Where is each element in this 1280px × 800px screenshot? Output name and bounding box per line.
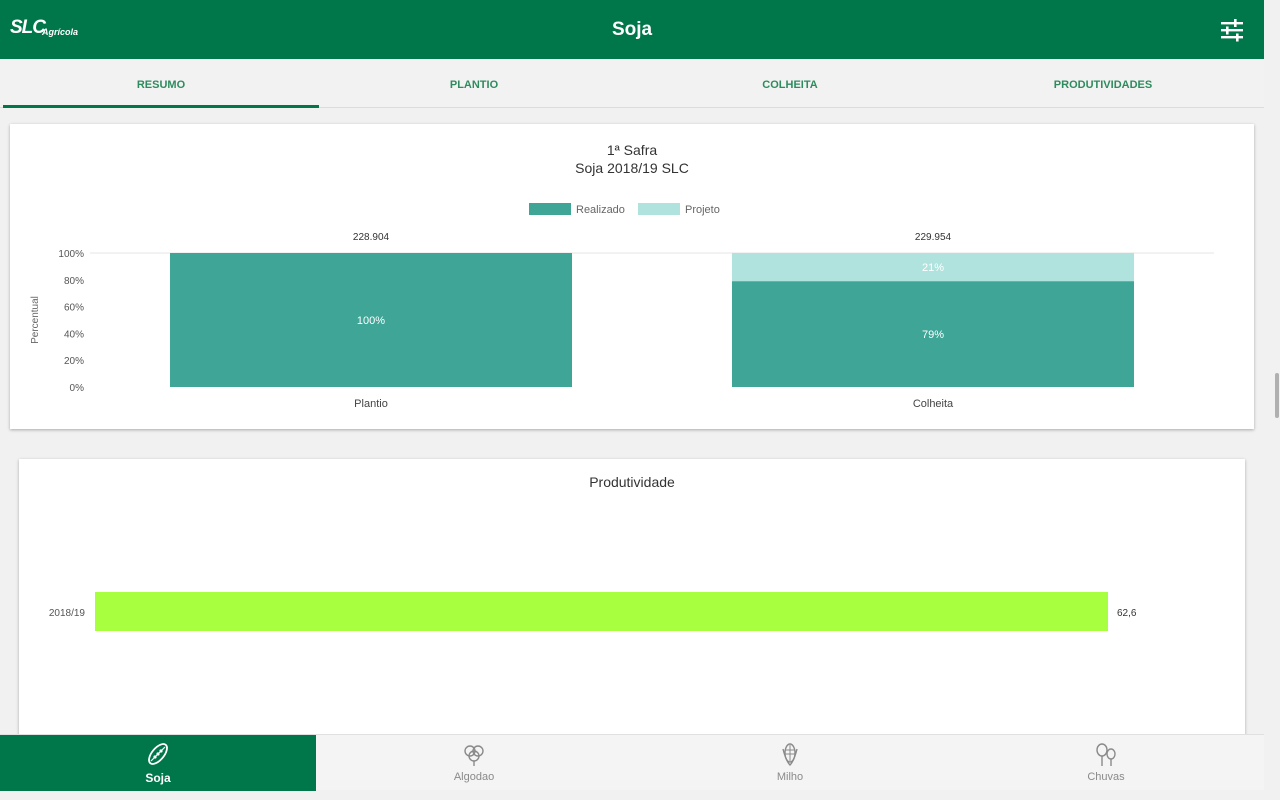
y-tick-label: 60% — [64, 303, 84, 314]
y-tick-label: 100% — [58, 249, 84, 260]
bar-value-label: 62,6 — [1117, 608, 1137, 619]
chart-subtitle: Soja 2018/19 SLC — [575, 160, 689, 176]
nav-milho[interactable]: Milho — [632, 735, 948, 791]
nav-algodao-label: Algodao — [453, 771, 495, 783]
app-header: SLC Agrícola Soja — [0, 0, 1264, 59]
rain-tree-icon — [1096, 743, 1116, 766]
nav-soja[interactable]: Soja — [0, 735, 316, 791]
y-tick-label: 80% — [64, 276, 84, 287]
bottom-nav: Soja Algodao Milho Chuvas — [0, 734, 1264, 791]
legend-label-0: Realizado — [576, 204, 625, 216]
nav-soja-label: Soja — [145, 771, 171, 785]
safra-chart: 1ª Safra Soja 2018/19 SLC Realizado Projeto… — [30, 142, 1214, 410]
legend-swatch-0 — [529, 203, 571, 215]
chart-title: 1ª Safra — [607, 142, 658, 158]
y-category-label: 2018/19 — [49, 608, 86, 619]
sliders-icon[interactable] — [1218, 16, 1246, 44]
bar-realizado-plantio — [170, 253, 572, 387]
y-axis-label: Percentual — [30, 296, 41, 344]
produtividade-chart: Produtividade 2018/19 62,6 — [49, 474, 1137, 631]
tab-produtividades[interactable]: PRODUTIVIDADES — [1053, 79, 1153, 91]
chart-title: Produtividade — [589, 474, 675, 490]
page-title: Soja — [611, 19, 653, 40]
bar-data-label: 21% — [922, 262, 944, 274]
scrollbar-thumb[interactable] — [1275, 373, 1279, 418]
slc-logo: SLC Agrícola — [10, 17, 100, 43]
safra-chart-card: 1ª Safra Soja 2018/19 SLC Realizado Projeto… — [10, 124, 1254, 429]
nav-chuvas[interactable]: Chuvas — [948, 735, 1264, 791]
nav-milho-label: Milho — [776, 771, 804, 783]
bar-total-label: 228.904 — [353, 232, 390, 243]
tab-colheita[interactable]: COLHEITA — [762, 79, 818, 91]
y-tick-label: 0% — [70, 383, 85, 394]
tab-bar: RESUMO PLANTIO COLHEITA PRODUTIVIDADES — [0, 59, 1264, 108]
bar-total-label: 229.954 — [915, 232, 952, 243]
y-tick-label: 40% — [64, 329, 84, 340]
produtividade-chart-card: Produtividade 2018/19 62,6 — [19, 459, 1245, 749]
tab-plantio[interactable]: PLANTIO — [449, 79, 499, 91]
legend-swatch-1 — [638, 203, 680, 215]
nav-algodao[interactable]: Algodao — [316, 735, 632, 791]
bar-data-label: 100% — [357, 315, 385, 327]
y-tick-label: 20% — [64, 356, 84, 367]
cotton-icon — [464, 745, 484, 766]
x-tick-label: Plantio — [354, 398, 388, 410]
legend-label-1: Projeto — [685, 204, 720, 216]
tab-resumo[interactable]: RESUMO — [3, 59, 319, 108]
x-tick-label: Colheita — [913, 398, 954, 410]
logo-main-text: SLC — [10, 17, 46, 38]
nav-chuvas-label: Chuvas — [1087, 771, 1125, 783]
logo-sub-text: Agrícola — [42, 27, 79, 37]
bar-data-label: 79% — [922, 329, 944, 341]
bar-projeto-colheita — [732, 253, 1134, 282]
soy-leaf-icon — [148, 743, 168, 765]
corn-icon — [782, 743, 798, 766]
bar-produtividade-0 — [95, 592, 1108, 631]
bar-realizado-colheita — [732, 281, 1134, 387]
